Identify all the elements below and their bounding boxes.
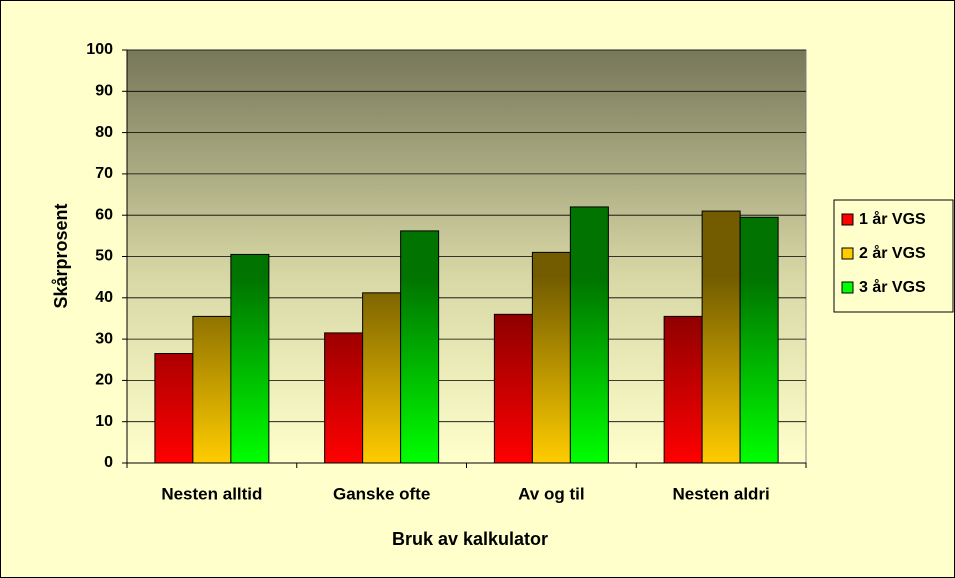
x-tick-label: Av og til xyxy=(518,484,584,503)
bar xyxy=(230,253,270,464)
bar xyxy=(701,210,741,464)
y-tick-label: 70 xyxy=(95,165,113,182)
x-axis-title: Bruk av kalkulator xyxy=(392,529,548,549)
y-tick-label: 50 xyxy=(95,248,113,265)
x-tick-label: Nesten alltid xyxy=(161,484,262,503)
y-tick-label: 30 xyxy=(95,330,113,347)
x-tick-label: Ganske ofte xyxy=(333,484,430,503)
y-axis-title: Skårprosent xyxy=(51,203,71,308)
bar xyxy=(192,315,232,464)
y-tick-label: 10 xyxy=(95,413,113,430)
y-tick-label: 20 xyxy=(95,372,113,389)
legend-label: 2 år VGS xyxy=(859,244,926,262)
y-tick-label: 60 xyxy=(95,206,113,223)
bar xyxy=(362,292,402,464)
bar xyxy=(154,353,194,464)
legend xyxy=(833,199,954,313)
bar xyxy=(324,332,364,464)
bar xyxy=(400,230,440,464)
bar xyxy=(663,315,703,464)
y-tick-label: 40 xyxy=(95,289,113,306)
bar xyxy=(739,216,779,464)
bar xyxy=(531,251,571,464)
bar xyxy=(493,313,533,464)
y-tick-label: 90 xyxy=(95,83,113,100)
legend-label: 1 år VGS xyxy=(859,210,926,228)
y-tick-label: 80 xyxy=(95,124,113,141)
legend-swatch xyxy=(841,247,854,260)
legend-swatch xyxy=(841,281,854,294)
bar xyxy=(569,206,609,464)
x-tick-label: Nesten aldri xyxy=(672,484,769,503)
legend-label: 3 år VGS xyxy=(859,278,926,296)
legend-swatch xyxy=(841,213,854,226)
y-tick-label: 100 xyxy=(86,41,113,58)
y-tick-label: 0 xyxy=(104,454,113,471)
